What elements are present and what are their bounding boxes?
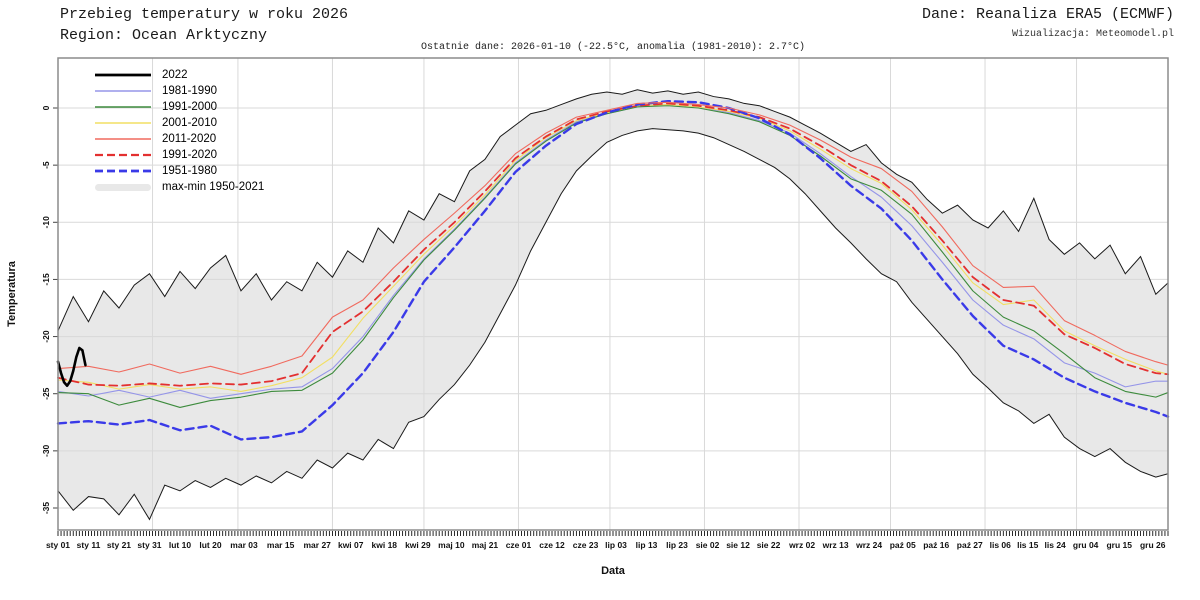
legend-item: 2022 (95, 67, 264, 83)
x-tick-label: paź 27 (957, 540, 983, 550)
x-tick-label: gru 04 (1073, 540, 1099, 550)
legend-line-sample (95, 106, 151, 108)
x-tick-label: sie 22 (757, 540, 781, 550)
y-tick-label: -20 (41, 330, 51, 343)
y-tick-label: -5 (41, 161, 51, 169)
x-tick-label: wrz 13 (822, 540, 849, 550)
legend-label: 1951-1980 (162, 165, 217, 177)
legend-swatch (95, 163, 151, 179)
visualization-credit: Wizualizacja: Meteomodel.pl (1011, 29, 1174, 40)
y-tick-label: -15 (41, 273, 51, 286)
x-tick-label: kwi 07 (338, 540, 364, 550)
x-tick-label: maj 10 (438, 540, 465, 550)
legend-swatch (95, 83, 151, 99)
x-tick-label: sty 21 (107, 540, 131, 550)
legend-label: max-min 1950-2021 (162, 181, 265, 193)
x-tick-label: lut 20 (199, 540, 221, 550)
region-subtitle: Region: Ocean Arktyczny (60, 27, 268, 44)
legend-swatch (95, 131, 151, 147)
legend-line-sample (95, 153, 151, 157)
legend-swatch (95, 67, 151, 83)
x-tick-label: mar 15 (267, 540, 295, 550)
legend-line-sample (95, 122, 151, 124)
x-tick-label: lut 10 (169, 540, 191, 550)
legend-label: 2011-2020 (162, 133, 217, 145)
y-tick-label: -30 (41, 444, 51, 457)
legend-swatch (95, 115, 151, 131)
y-tick-label: 0 (41, 105, 51, 110)
legend-band-sample (95, 183, 151, 191)
chart-legend: 2022 1981-1990 1991-2000 2001-2010 2011-… (95, 67, 264, 195)
series-1991-2000 (57, 105, 1169, 408)
legend-label: 2001-2010 (162, 117, 217, 129)
page-title: Przebieg temperatury w roku 2026 (60, 6, 349, 23)
x-tick-label: lip 03 (605, 540, 627, 550)
x-tick-label: lip 23 (666, 540, 688, 550)
legend-label: 1991-2000 (162, 101, 217, 113)
last-data-subtitle: Ostatnie dane: 2026-01-10 (-22.5°C, anom… (420, 42, 806, 53)
legend-line-sample (95, 138, 151, 140)
legend-item: 1951-1980 (95, 163, 264, 179)
x-tick-label: maj 21 (472, 540, 499, 550)
data-source-label: Dane: Reanaliza ERA5 (ECMWF) (921, 6, 1174, 23)
band-min-line (57, 128, 1169, 521)
x-tick-label: sty 31 (137, 540, 161, 550)
legend-swatch (95, 99, 151, 115)
x-tick-label: gru 26 (1140, 540, 1166, 550)
x-tick-label: cze 12 (539, 540, 565, 550)
legend-swatch (95, 179, 151, 195)
x-tick-label: lis 24 (1045, 540, 1067, 550)
legend-line-sample (95, 169, 151, 173)
x-tick-label: mar 03 (230, 540, 258, 550)
y-tick-label: -10 (41, 216, 51, 229)
series-2022 (56, 346, 87, 388)
legend-swatch (95, 147, 151, 163)
x-tick-label: cze 23 (573, 540, 599, 550)
y-axis-title: Temperatura (6, 261, 18, 327)
x-tick-label: sie 02 (696, 540, 720, 550)
legend-item: 2001-2010 (95, 115, 264, 131)
x-tick-label: kwi 29 (405, 540, 431, 550)
legend-label: 1991-2020 (162, 149, 217, 161)
series-2011-2020 (57, 101, 1169, 375)
y-tick-label: -25 (41, 387, 51, 400)
x-tick-label: sty 11 (77, 540, 101, 550)
legend-item: 1991-2000 (95, 99, 264, 115)
x-tick-label: wrz 02 (788, 540, 815, 550)
x-tick-label: mar 27 (303, 540, 331, 550)
series-1951-1980 (56, 99, 1170, 441)
plot-frame (57, 57, 1169, 531)
x-tick-label: lis 06 (990, 540, 1012, 550)
legend-item: 1981-1990 (95, 83, 264, 99)
x-tick-label: sty 01 (46, 540, 70, 550)
x-tick-label: wrz 24 (855, 540, 882, 550)
legend-item: max-min 1950-2021 (95, 179, 264, 195)
x-tick-label: kwi 18 (372, 540, 398, 550)
x-tick-label: lip 13 (636, 540, 658, 550)
x-tick-label: lis 15 (1017, 540, 1039, 550)
y-tick-label: -35 (41, 502, 51, 515)
legend-line-sample (95, 73, 151, 77)
x-tick-label: paź 16 (923, 540, 949, 550)
x-tick-label: gru 15 (1106, 540, 1132, 550)
legend-label: 1981-1990 (162, 85, 217, 97)
x-tick-label: sie 12 (726, 540, 750, 550)
legend-item: 1991-2020 (95, 147, 264, 163)
band-max-line (57, 89, 1169, 332)
x-tick-label: cze 01 (506, 540, 532, 550)
legend-label: 2022 (162, 69, 188, 81)
legend-line-sample (95, 90, 151, 92)
series-1991-2020 (57, 102, 1169, 387)
legend-item: 2011-2020 (95, 131, 264, 147)
x-tick-label: paź 05 (890, 540, 916, 550)
x-axis-title: Data (601, 565, 625, 577)
